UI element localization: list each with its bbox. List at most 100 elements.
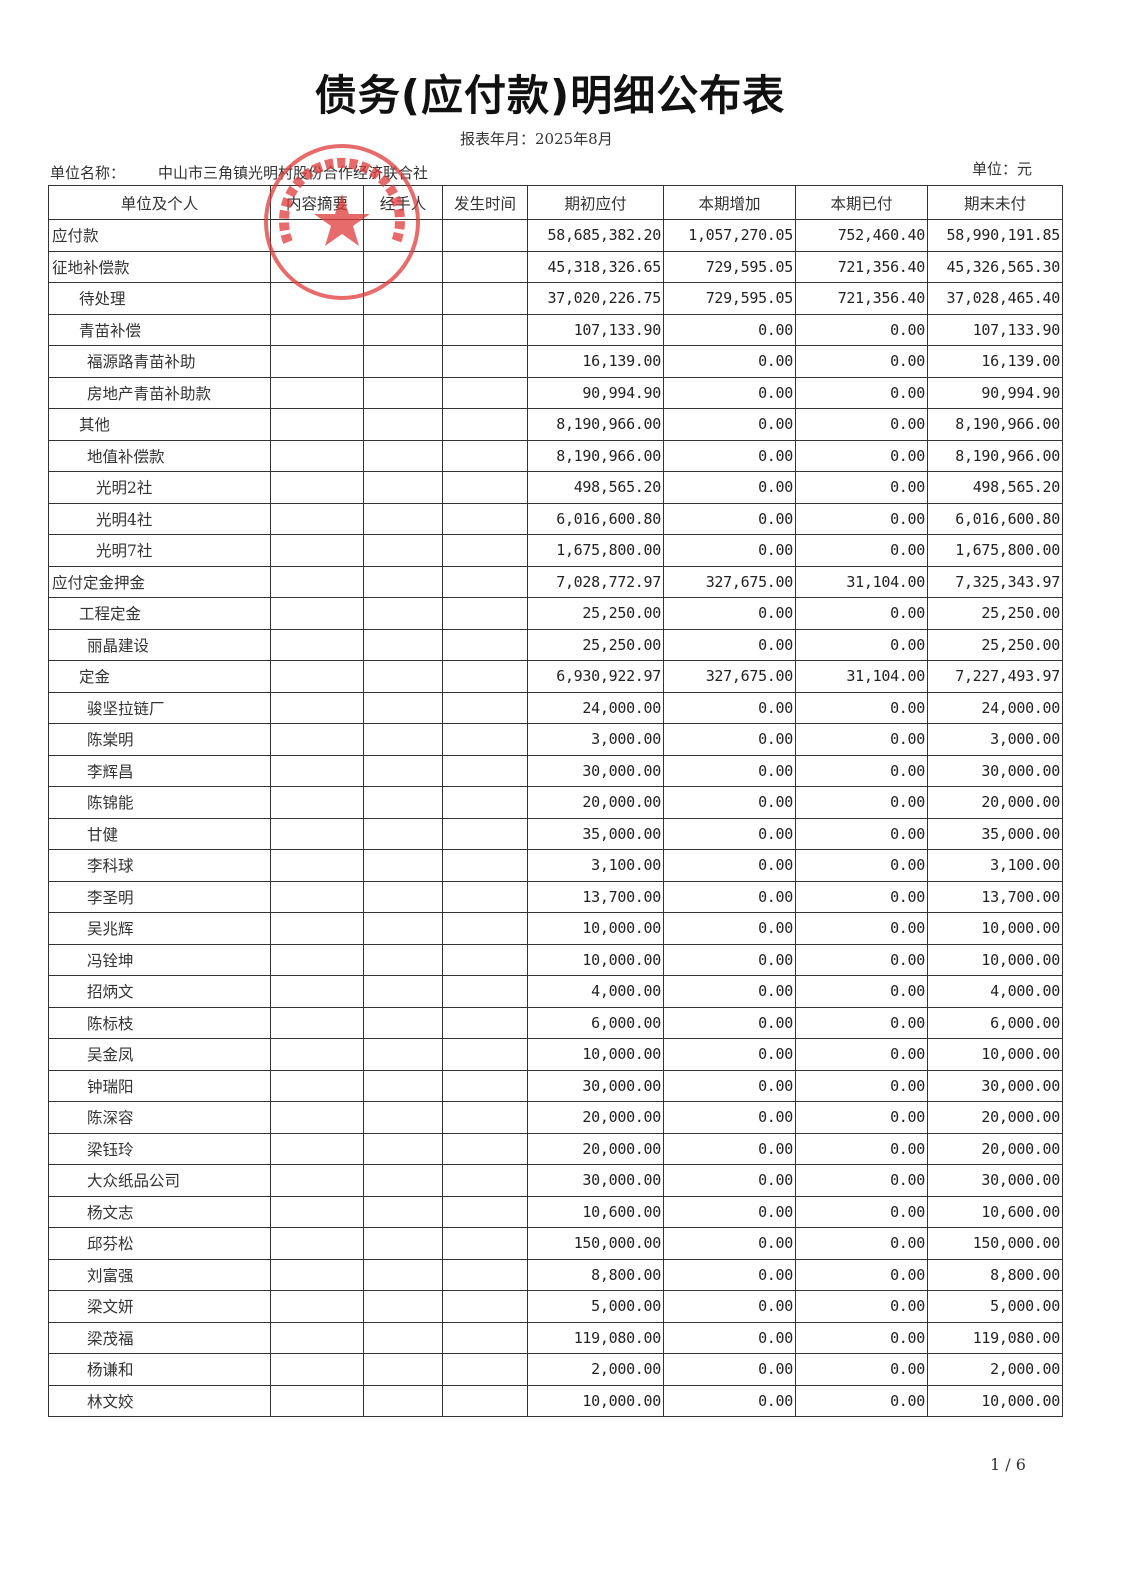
period-paid: 0.00 [795, 912, 928, 945]
closing-unpaid: 8,800.00 [927, 1258, 1063, 1291]
handler-cell [363, 817, 443, 850]
entity-name: 陈深容 [48, 1101, 271, 1134]
table-row: 钟瑞阳 30,000.00 0.00 0.00 30,000.00 [48, 1069, 1063, 1102]
column-header: 经手人 [363, 185, 443, 220]
closing-unpaid: 5,000.00 [927, 1290, 1063, 1323]
closing-unpaid: 20,000.00 [927, 1101, 1063, 1134]
opening-payable: 6,016,600.80 [527, 502, 664, 535]
entity-name: 杨谦和 [48, 1353, 271, 1386]
period-increase: 729,595.05 [663, 282, 796, 315]
table-row: 丽晶建设 25,250.00 0.00 0.00 25,250.00 [48, 628, 1063, 661]
summary-cell [270, 250, 364, 283]
closing-unpaid: 3,000.00 [927, 723, 1063, 756]
currency-unit: 单位：元 [972, 160, 1033, 178]
period-increase: 0.00 [663, 1038, 796, 1071]
handler-cell [363, 1227, 443, 1260]
handler-cell [363, 628, 443, 661]
opening-payable: 24,000.00 [527, 691, 664, 724]
handler-cell [363, 471, 443, 504]
unit-name: 中山市三角镇光明村股份合作经济联合社 [158, 164, 429, 182]
opening-payable: 25,250.00 [527, 597, 664, 630]
entity-name: 林文姣 [48, 1384, 271, 1417]
table-row: 光明7社 1,675,800.00 0.00 0.00 1,675,800.00 [48, 534, 1063, 567]
date-cell [442, 1290, 528, 1323]
unit-name-label: 单位名称： [50, 164, 126, 182]
summary-cell [270, 219, 364, 252]
entity-name: 陈标枝 [48, 1006, 271, 1039]
period-increase: 0.00 [663, 1101, 796, 1134]
column-header: 单位及个人 [48, 185, 271, 220]
entity-name: 钟瑞阳 [48, 1069, 271, 1102]
period-paid: 0.00 [795, 1321, 928, 1354]
period-increase: 0.00 [663, 471, 796, 504]
handler-cell [363, 597, 443, 630]
opening-payable: 10,000.00 [527, 943, 664, 976]
date-cell [442, 597, 528, 630]
date-cell [442, 1038, 528, 1071]
period-paid: 0.00 [795, 1195, 928, 1228]
period-paid: 31,104.00 [795, 660, 928, 693]
entity-name: 光明7社 [48, 534, 271, 567]
opening-payable: 5,000.00 [527, 1290, 664, 1323]
summary-cell [270, 849, 364, 882]
entity-name: 大众纸品公司 [48, 1164, 271, 1197]
table-row: 待处理 37,020,226.75 729,595.05 721,356.40 37,0… [48, 282, 1063, 315]
date-cell [442, 1069, 528, 1102]
period-increase: 0.00 [663, 1290, 796, 1323]
period-paid: 0.00 [795, 723, 928, 756]
closing-unpaid: 13,700.00 [927, 880, 1063, 913]
period-increase: 0.00 [663, 1195, 796, 1228]
period-increase: 0.00 [663, 786, 796, 819]
period-paid: 0.00 [795, 1069, 928, 1102]
handler-cell [363, 1195, 443, 1228]
date-cell [442, 880, 528, 913]
entity-name: 陈棠明 [48, 723, 271, 756]
date-cell [442, 1195, 528, 1228]
opening-payable: 20,000.00 [527, 786, 664, 819]
entity-name: 吴兆辉 [48, 912, 271, 945]
closing-unpaid: 45,326,565.30 [927, 250, 1063, 283]
summary-cell [270, 786, 364, 819]
table-row: 甘健 35,000.00 0.00 0.00 35,000.00 [48, 817, 1063, 850]
entity-name: 陈锦能 [48, 786, 271, 819]
handler-cell [363, 1258, 443, 1291]
handler-cell [363, 880, 443, 913]
period-increase: 0.00 [663, 628, 796, 661]
period-increase: 0.00 [663, 376, 796, 409]
closing-unpaid: 10,000.00 [927, 1384, 1063, 1417]
date-cell [442, 534, 528, 567]
opening-payable: 10,000.00 [527, 912, 664, 945]
period-increase: 0.00 [663, 691, 796, 724]
summary-cell [270, 912, 364, 945]
date-cell [442, 754, 528, 787]
date-cell [442, 1321, 528, 1354]
report-period: 报表年月：2025年8月 [460, 130, 613, 148]
handler-cell [363, 943, 443, 976]
period-paid: 0.00 [795, 817, 928, 850]
entity-name: 征地补偿款 [48, 250, 271, 283]
opening-payable: 13,700.00 [527, 880, 664, 913]
period-paid: 0.00 [795, 1101, 928, 1134]
closing-unpaid: 3,100.00 [927, 849, 1063, 882]
summary-cell [270, 1195, 364, 1228]
handler-cell [363, 250, 443, 283]
entity-name: 李圣明 [48, 880, 271, 913]
entity-name: 其他 [48, 408, 271, 441]
column-header: 本期已付 [795, 185, 928, 220]
closing-unpaid: 90,994.90 [927, 376, 1063, 409]
closing-unpaid: 35,000.00 [927, 817, 1063, 850]
period-paid: 0.00 [795, 754, 928, 787]
table-row: 工程定金 25,250.00 0.00 0.00 25,250.00 [48, 597, 1063, 630]
period-paid: 0.00 [795, 1006, 928, 1039]
table-row: 征地补偿款 45,318,326.65 729,595.05 721,356.40 45… [48, 250, 1063, 283]
handler-cell [363, 439, 443, 472]
closing-unpaid: 10,000.00 [927, 943, 1063, 976]
entity-name: 李辉昌 [48, 754, 271, 787]
handler-cell [363, 1290, 443, 1323]
date-cell [442, 502, 528, 535]
opening-payable: 16,139.00 [527, 345, 664, 378]
opening-payable: 30,000.00 [527, 1069, 664, 1102]
closing-unpaid: 6,016,600.80 [927, 502, 1063, 535]
opening-payable: 498,565.20 [527, 471, 664, 504]
date-cell [442, 1258, 528, 1291]
